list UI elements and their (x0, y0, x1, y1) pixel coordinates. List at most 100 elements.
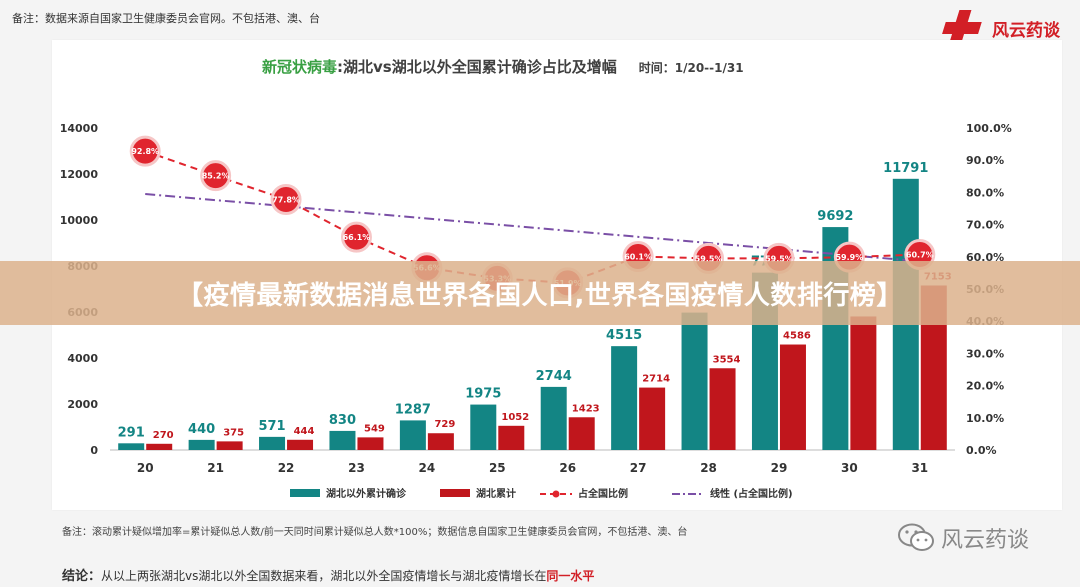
y2-tick-label: 10.0% (966, 412, 1004, 425)
bar-outside-hubei (188, 439, 215, 450)
bar-label-hubei: 549 (364, 423, 385, 434)
y-tick-label: 14000 (60, 122, 99, 135)
bar-label-outside-hubei: 9692 (817, 209, 853, 224)
y-tick-label: 2000 (67, 398, 98, 411)
y-tick-label: 4000 (67, 352, 98, 365)
x-tick-label: 24 (419, 461, 436, 475)
conclusion-emphasis: 同一水平 (546, 569, 595, 583)
x-axis: 20 21 22 23 24 25 26 27 28 29 30 31 (137, 461, 928, 475)
bar-label-hubei: 4586 (783, 331, 811, 342)
percentage-label: 92.8% (131, 147, 159, 156)
red-cross-logo-icon (942, 10, 982, 46)
y2-tick-label: 0.0% (966, 444, 997, 457)
bar-label-hubei: 270 (153, 430, 174, 441)
y-tick-label: 10000 (60, 214, 99, 227)
x-tick-label: 21 (207, 461, 224, 475)
x-tick-label: 23 (348, 461, 365, 475)
bar-label-outside-hubei: 1287 (395, 402, 431, 417)
bar-label-hubei: 444 (294, 426, 315, 437)
percentage-point (129, 135, 161, 167)
bar-label-hubei: 1423 (572, 403, 600, 414)
legend-label-outside-hubei: 湖北以外累计确诊 (326, 487, 407, 500)
x-tick-label: 30 (841, 461, 858, 475)
bar-label-hubei: 729 (434, 419, 455, 430)
bar-outside-hubei (118, 443, 145, 450)
bar-label-hubei: 3554 (713, 354, 741, 365)
conclusion-label: 结论： (62, 569, 102, 584)
y2-tick-label: 30.0% (966, 347, 1004, 360)
percentage-label: 60.1% (624, 252, 652, 261)
bar-label-outside-hubei: 1975 (465, 387, 501, 402)
legend: 湖北以外累计确诊 湖北累计 占全国比例 线性 (占全国比例) (290, 487, 793, 500)
bar-hubei (779, 344, 806, 450)
chart-title-prefix: 新冠状病毒 (262, 58, 338, 76)
percentage-label: 60.7% (906, 251, 934, 260)
bar-hubei (850, 316, 877, 450)
y2-tick-label: 90.0% (966, 154, 1004, 167)
bar-label-outside-hubei: 291 (118, 425, 145, 440)
bar-hubei (498, 425, 525, 450)
bar-label-outside-hubei: 4515 (606, 328, 642, 343)
bar-hubei (568, 417, 595, 450)
y2-tick-label: 60.0% (966, 251, 1004, 264)
conclusion: 结论：从以上两张湖北vs湖北以外全国数据来看，湖北以外全国疫情增长与湖北疫情增长… (62, 565, 594, 584)
bar-hubei (287, 439, 314, 450)
chart-title: 新冠状病毒:湖北vs湖北以外全国累计确诊占比及增幅 时间：1/20--1/31 (262, 56, 744, 77)
legend-label-trend: 线性 (占全国比例) (710, 487, 793, 500)
wechat-icon (898, 523, 934, 551)
headline-banner: 【疫情最新数据消息世界各国人口,世界各国疫情人数排行榜】 (0, 261, 1080, 325)
bar-label-outside-hubei: 2744 (536, 369, 572, 384)
bar-label-outside-hubei: 571 (258, 419, 285, 434)
bar-outside-hubei (329, 430, 356, 450)
y2-tick-label: 70.0% (966, 219, 1004, 232)
bar-outside-hubei (259, 436, 286, 450)
legend-swatch-outside-hubei (290, 489, 320, 497)
percentage-point (200, 160, 232, 192)
x-tick-label: 20 (137, 461, 154, 475)
legend-marker-percentage (552, 490, 560, 498)
chart-time-range: 时间：1/20--1/31 (638, 61, 744, 75)
bar-label-outside-hubei: 830 (329, 413, 356, 428)
banner-text: 【疫情最新数据消息世界各国人口,世界各国疫情人数排行榜】 (177, 280, 903, 311)
y-tick-label: 12000 (60, 168, 99, 181)
bar-label-hubei: 375 (223, 427, 244, 438)
x-tick-label: 26 (559, 461, 576, 475)
trend-line (145, 193, 920, 263)
bar-hubei (216, 441, 243, 450)
y2-tick-label: 80.0% (966, 186, 1004, 199)
percentage-label: 59.5% (695, 254, 723, 263)
conclusion-text: 从以上两张湖北vs湖北以外全国数据来看，湖北以外全国疫情增长与湖北疫情增长在 (101, 569, 547, 583)
bar-label-hubei: 1052 (501, 412, 529, 423)
brand-name: 风云药谈 (992, 20, 1060, 41)
brand-logo-block: 风云药谈 (940, 6, 1060, 50)
wechat-account-name: 风云药谈 (941, 528, 1030, 553)
bar-outside-hubei (470, 404, 497, 450)
y2-tick-label: 20.0% (966, 380, 1004, 393)
bar-label-outside-hubei: 440 (188, 422, 215, 437)
bar-label-hubei: 2714 (642, 374, 670, 385)
bar-outside-hubei (681, 312, 708, 450)
y-tick-label: 0 (90, 444, 98, 457)
percentage-point (270, 183, 302, 215)
percentage-label: 77.8% (272, 195, 300, 204)
bar-outside-hubei (399, 420, 426, 450)
bar-outside-hubei (540, 386, 567, 450)
percentage-label: 59.9% (835, 253, 863, 262)
bar-hubei (146, 443, 173, 450)
legend-swatch-hubei (440, 489, 470, 497)
bar-hubei (709, 368, 736, 450)
chart-title-main: :湖北vs湖北以外全国累计确诊占比及增幅 (337, 58, 617, 76)
y2-tick-label: 100.0% (966, 122, 1012, 135)
percentage-label: 85.2% (202, 172, 230, 181)
bar-hubei (639, 387, 666, 450)
x-tick-label: 28 (700, 461, 717, 475)
source-note: 备注：数据来源自国家卫生健康委员会官网。不包括港、澳、台 (12, 12, 320, 25)
percentage-label: 59.5% (765, 254, 793, 263)
bar-outside-hubei (611, 346, 638, 450)
legend-label-percentage: 占全国比例 (578, 487, 628, 500)
percentage-point (340, 221, 372, 253)
legend-label-hubei: 湖北累计 (476, 487, 516, 500)
x-tick-label: 29 (771, 461, 788, 475)
percentage-label: 66.1% (343, 233, 371, 242)
x-tick-label: 31 (911, 461, 928, 475)
